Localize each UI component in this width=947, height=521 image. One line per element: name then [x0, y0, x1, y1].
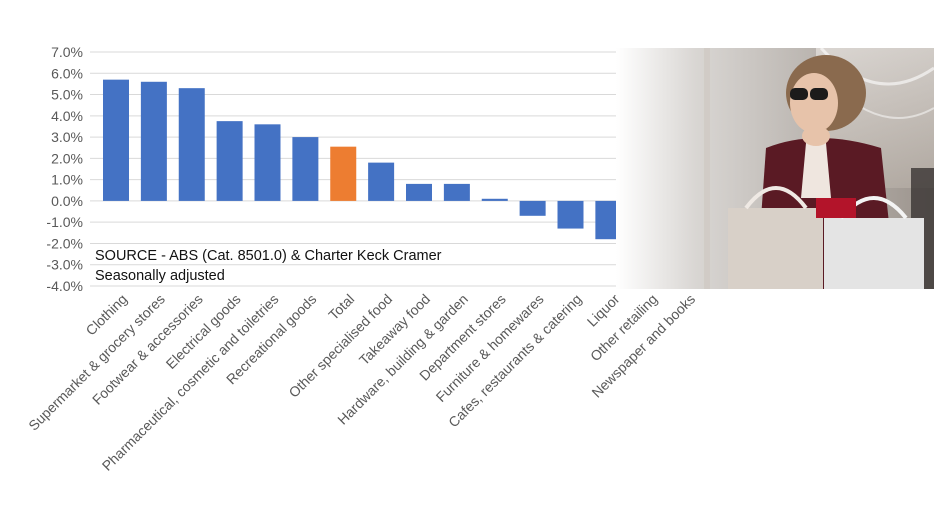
bar-footwear-accessories	[178, 88, 205, 201]
source-text: SOURCE - ABS (Cat. 8501.0) & Charter Kec…	[95, 248, 442, 264]
bar-takeaway-food	[406, 183, 432, 201]
source-annotation: SOURCE - ABS (Cat. 8501.0) & Charter Kec…	[95, 246, 442, 286]
bar-cafes-restaurants-catering	[557, 200, 584, 229]
y-tick-label: 5.0%	[51, 87, 83, 103]
y-tick-label: -4.0%	[46, 278, 83, 294]
bar-recreational-goods	[292, 137, 319, 201]
y-tick-label: 7.0%	[51, 44, 83, 60]
y-tick-label: 2.0%	[51, 150, 83, 166]
y-tick-label: 4.0%	[51, 108, 83, 124]
bar-department-stores	[481, 198, 508, 201]
y-tick-label: -3.0%	[46, 257, 83, 273]
y-tick-label: -2.0%	[46, 235, 83, 251]
x-tick-label: Pharmaceutical, cosmetic and toiletries	[99, 291, 282, 474]
bar-total	[330, 146, 357, 201]
shopper-photo	[616, 48, 934, 289]
bar-electrical-goods	[216, 121, 243, 201]
y-tick-label: 3.0%	[51, 129, 83, 145]
y-tick-label: 6.0%	[51, 65, 83, 81]
y-tick-label: -1.0%	[46, 214, 83, 230]
bar-pharmaceutical-cosmetic-and-toiletries	[254, 124, 281, 201]
bar-clothing	[103, 79, 129, 201]
bar-hardware-building-garden	[443, 183, 470, 201]
bar-supermarket-grocery-stores	[140, 81, 167, 201]
y-tick-label: 0.0%	[51, 193, 83, 209]
y-tick-label: 1.0%	[51, 172, 83, 188]
shopper-illustration	[616, 48, 934, 289]
bar-other-specialised-food	[368, 162, 395, 201]
adjustment-note: Seasonally adjusted	[95, 268, 225, 284]
bar-furniture-homewares	[519, 200, 546, 216]
x-tick-label: Total	[325, 291, 357, 323]
